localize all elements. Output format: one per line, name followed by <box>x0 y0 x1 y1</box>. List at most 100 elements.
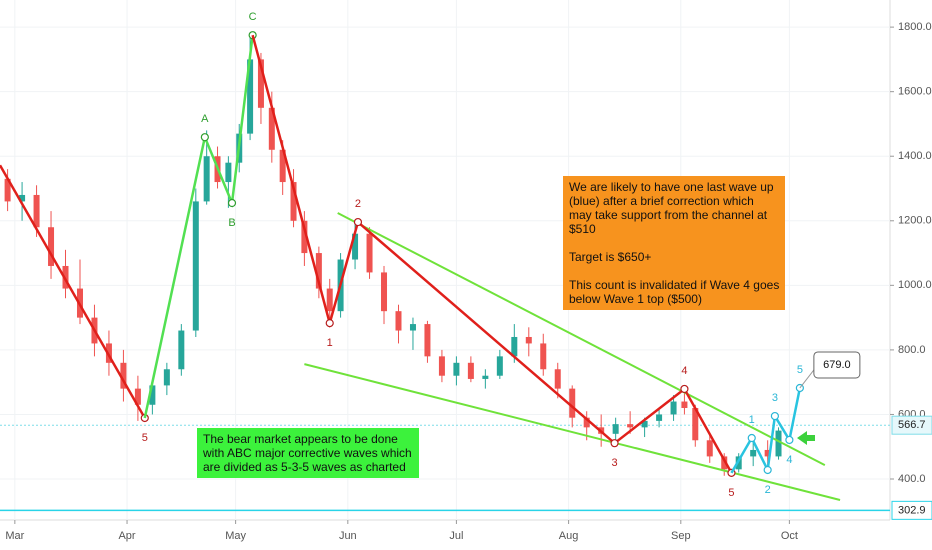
wave-label: 1 <box>327 337 333 349</box>
candle-body <box>134 388 141 405</box>
channel-line <box>337 212 826 467</box>
candle-body <box>279 149 286 183</box>
candle-body <box>482 375 489 379</box>
candle-body <box>681 401 688 408</box>
candle-body <box>395 311 402 331</box>
candle-body <box>775 430 782 457</box>
wave-label: C <box>249 11 257 23</box>
y-tick-label: 1400.0 <box>898 150 932 162</box>
wave-label: 4 <box>681 365 687 377</box>
candle-body <box>627 424 634 428</box>
price-label-box <box>891 500 932 520</box>
candle-body <box>192 201 199 331</box>
wave-line <box>0 164 146 419</box>
candle-body <box>19 194 26 202</box>
wave-point <box>200 133 209 142</box>
wave-label: 3 <box>772 392 778 404</box>
candle-body <box>467 362 474 379</box>
candle-body <box>612 424 619 434</box>
annotation-line: We are likely to have one last wave up <box>569 180 774 194</box>
wave-label: 2 <box>765 484 771 496</box>
x-tick-label: Jun <box>339 530 357 542</box>
wave-label: 5 <box>142 432 148 444</box>
annotation-line: $510 <box>569 222 596 236</box>
x-tick-label: May <box>225 530 246 542</box>
candle-body <box>511 336 518 357</box>
candle-body <box>721 456 728 470</box>
wave-point <box>610 439 619 448</box>
candle-body <box>496 356 503 376</box>
price-label: 302.9 <box>898 504 926 516</box>
wave-label: A <box>201 113 209 125</box>
callout-label: 679.0 <box>823 359 851 371</box>
candle-body <box>352 233 359 260</box>
candle-body <box>257 59 264 108</box>
annotation-line <box>569 236 779 250</box>
x-tick-label: Sep <box>671 530 691 542</box>
candle-body <box>692 407 699 441</box>
candle-body <box>290 182 297 221</box>
candle-body <box>268 107 275 150</box>
candle-body <box>583 417 590 428</box>
price-label-box <box>891 415 932 435</box>
annotation-line: may take support from the channel at <box>569 208 768 222</box>
y-tick-label: 800.0 <box>898 344 926 356</box>
candle-body <box>381 272 388 312</box>
candle-body <box>149 385 156 405</box>
candle-body <box>326 288 333 312</box>
y-tick-label: 1200.0 <box>898 215 932 227</box>
wave-label: B <box>228 217 235 229</box>
channel-line <box>304 363 841 501</box>
wave-line <box>143 35 254 419</box>
price-label: 566.7 <box>898 419 926 431</box>
y-tick-label: 1000.0 <box>898 279 932 291</box>
candle-body <box>247 59 254 134</box>
candle-body <box>764 449 771 457</box>
annotation-line: are divided as 5-3-5 waves as charted <box>203 460 406 474</box>
candle-body <box>540 343 547 370</box>
wave-point <box>763 465 772 475</box>
candle-body <box>656 414 663 421</box>
candle-body <box>163 369 170 386</box>
annotation-line: with ABC major corrective waves which <box>203 446 412 460</box>
x-tick-label: Aug <box>559 530 579 542</box>
annotation-line: Target is $650+ <box>569 250 652 264</box>
candle-body <box>4 178 11 202</box>
candle-body <box>453 362 460 376</box>
x-tick-label: Oct <box>781 530 798 542</box>
annotation-line: (blue) after a brief correction which <box>569 194 754 208</box>
wave-label: 5 <box>797 364 803 376</box>
wave-point <box>747 433 756 443</box>
candle-body <box>301 220 308 254</box>
candle-body <box>315 253 322 289</box>
candle-body <box>178 330 185 370</box>
wave-point <box>770 411 780 421</box>
candle-body <box>120 362 127 389</box>
candle-body <box>554 369 561 389</box>
candle-body <box>525 336 532 344</box>
annotation-box: We are likely to have one last wave up (b… <box>563 176 785 310</box>
y-tick-label: 1600.0 <box>898 86 932 98</box>
y-tick-label: 400.0 <box>898 473 926 485</box>
candle-body <box>424 324 431 357</box>
x-tick-label: Mar <box>5 530 24 542</box>
annotation-line <box>569 264 779 278</box>
annotation-line: This count is invalidated if Wave 4 goes <box>569 278 780 292</box>
wave-label: 5 <box>728 487 734 499</box>
annotation-line: The bear market appears to be done <box>203 432 398 446</box>
candle-body <box>706 440 713 457</box>
candle-body <box>48 227 55 266</box>
candle-body <box>670 401 677 415</box>
wave-label: 2 <box>355 198 361 210</box>
candle-body <box>569 388 576 418</box>
candle-body <box>33 194 40 228</box>
wave-point <box>227 198 237 208</box>
y-tick-label: 1800.0 <box>898 21 932 33</box>
annotation-box: The bear market appears to be done with A… <box>197 428 419 478</box>
candle-body <box>409 324 416 331</box>
wave-label: 3 <box>612 457 618 469</box>
arrow-icon <box>797 431 815 445</box>
wave-point <box>353 217 363 227</box>
